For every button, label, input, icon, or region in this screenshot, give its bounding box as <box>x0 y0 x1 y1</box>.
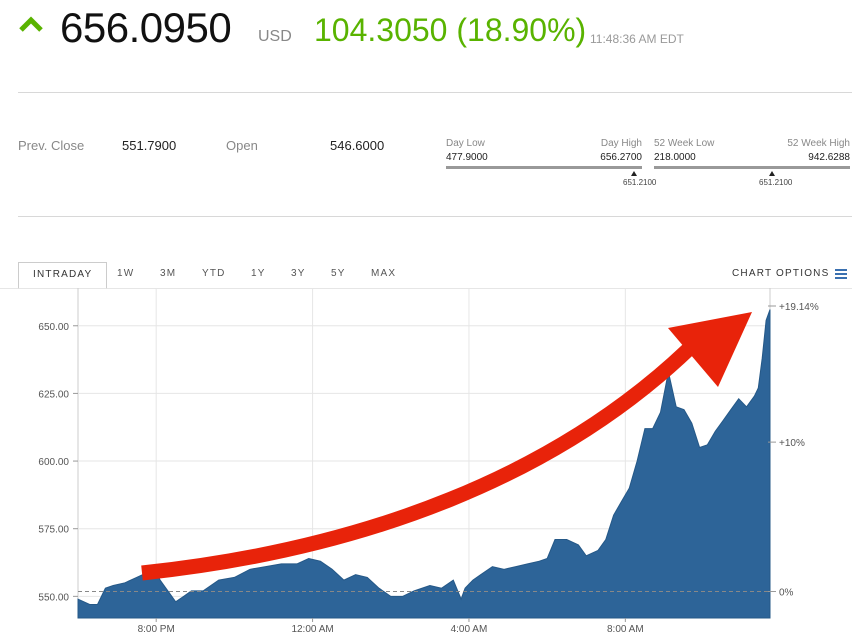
52-week-marker-value: 651.2100 <box>759 178 793 187</box>
hamburger-menu-icon[interactable] <box>835 268 847 279</box>
tab-intraday[interactable]: INTRADAY <box>18 262 108 289</box>
right-tick-label: +19.14% <box>779 302 819 313</box>
right-tick-label: +10% <box>779 438 805 449</box>
tab-max[interactable]: MAX <box>371 268 397 279</box>
52-week-range-bar <box>654 166 850 169</box>
y-tick-label: 550.00 <box>38 592 69 603</box>
right-tick-label: 0% <box>779 587 794 598</box>
red-arrow-head <box>668 312 752 387</box>
open-label: Open <box>226 138 258 153</box>
y-tick-label: 650.00 <box>38 322 69 333</box>
last-price: 656.0950 <box>60 4 232 51</box>
x-tick-label: 4:00 AM <box>451 624 488 635</box>
price-change: 104.3050 (18.90%) <box>314 12 587 48</box>
tab-ytd[interactable]: YTD <box>202 268 226 279</box>
52-week-range: 52 Week Low 52 Week High 218.0000 942.62… <box>654 138 850 192</box>
x-tick-label: 12:00 AM <box>291 624 333 635</box>
y-tick-label: 575.00 <box>38 525 69 536</box>
tab-5y[interactable]: 5Y <box>331 268 346 279</box>
prev-close-label: Prev. Close <box>18 138 85 153</box>
x-tick-label: 8:00 PM <box>138 624 175 635</box>
day-low-value: 477.9000 <box>446 152 488 163</box>
tab-3y[interactable]: 3Y <box>291 268 306 279</box>
x-tick-label: 8:00 AM <box>607 624 644 635</box>
52-week-low-value: 218.0000 <box>654 152 696 163</box>
tab-3m[interactable]: 3M <box>160 268 177 279</box>
currency: USD <box>258 28 292 45</box>
day-range-bar <box>446 166 642 169</box>
y-tick-label: 625.00 <box>38 389 69 400</box>
divider <box>18 216 852 217</box>
day-high-value: 656.2700 <box>600 152 642 163</box>
52-week-range-marker <box>769 171 775 176</box>
price-chart: 650.00 625.00 600.00 575.00 550.00 8:00 PM 12:… <box>0 288 852 635</box>
y-tick-label: 600.00 <box>38 457 69 468</box>
day-marker-value: 651.2100 <box>623 178 657 187</box>
day-low-label: Day Low <box>446 138 485 149</box>
price-area-series <box>77 309 771 619</box>
52-week-high-value: 942.6288 <box>808 152 850 163</box>
quote-header: 656.0950 USD 104.3050 (18.90%) 11:48:36 … <box>0 0 852 60</box>
tab-1y[interactable]: 1Y <box>251 268 266 279</box>
divider <box>18 92 852 93</box>
day-range: Day Low Day High 477.9000 656.2700 651.2… <box>446 138 656 192</box>
tab-1w[interactable]: 1W <box>117 268 135 279</box>
open-value: 546.6000 <box>330 138 385 153</box>
day-range-marker <box>631 171 637 176</box>
52-week-low-label: 52 Week Low <box>654 138 715 149</box>
prev-close-value: 551.7900 <box>122 138 177 153</box>
chart-options-button[interactable]: CHART OPTIONS <box>732 268 830 279</box>
red-arrow-shaft <box>141 332 706 581</box>
up-arrow-icon <box>19 16 43 32</box>
day-high-label: Day High <box>600 138 642 149</box>
52-week-high-label: 52 Week High <box>787 138 850 149</box>
quote-time: 11:48:36 AM EDT <box>590 32 684 46</box>
